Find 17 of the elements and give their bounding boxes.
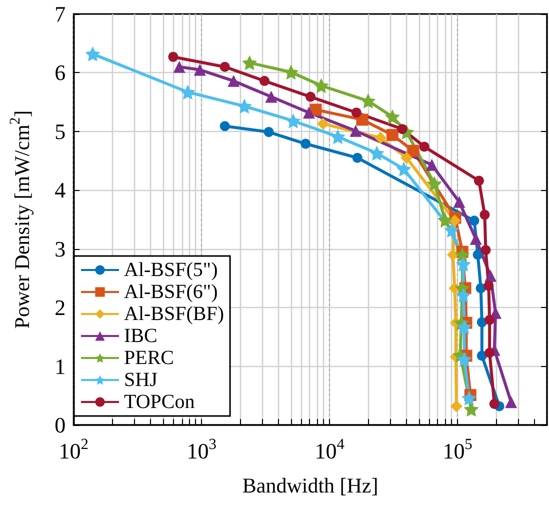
y-tick-label: 3 [54,236,66,262]
y-axis-title: Power Density [mW/cm2] [8,110,34,329]
y-tick-label: 6 [54,60,66,86]
legend-label: Al-BSF(6") [124,281,218,303]
legend-label: TOPCon [124,391,195,413]
y-tick-label: 4 [54,178,66,203]
y-tick-label: 7 [54,2,66,26]
x-axis-title: Bandwidth [Hz] [242,474,378,498]
y-tick-label: 1 [54,354,66,379]
y-tick-label: 5 [54,118,66,144]
legend-label: SHJ [124,369,158,391]
y-tick-label: 2 [54,295,66,320]
y-tick-label: 0 [54,412,66,438]
legend-label: IBC [124,325,158,347]
legend-label: Al-BSF(5") [124,259,218,281]
legend-label: PERC [124,347,174,369]
legend-label: Al-BSF(BF) [124,303,224,325]
